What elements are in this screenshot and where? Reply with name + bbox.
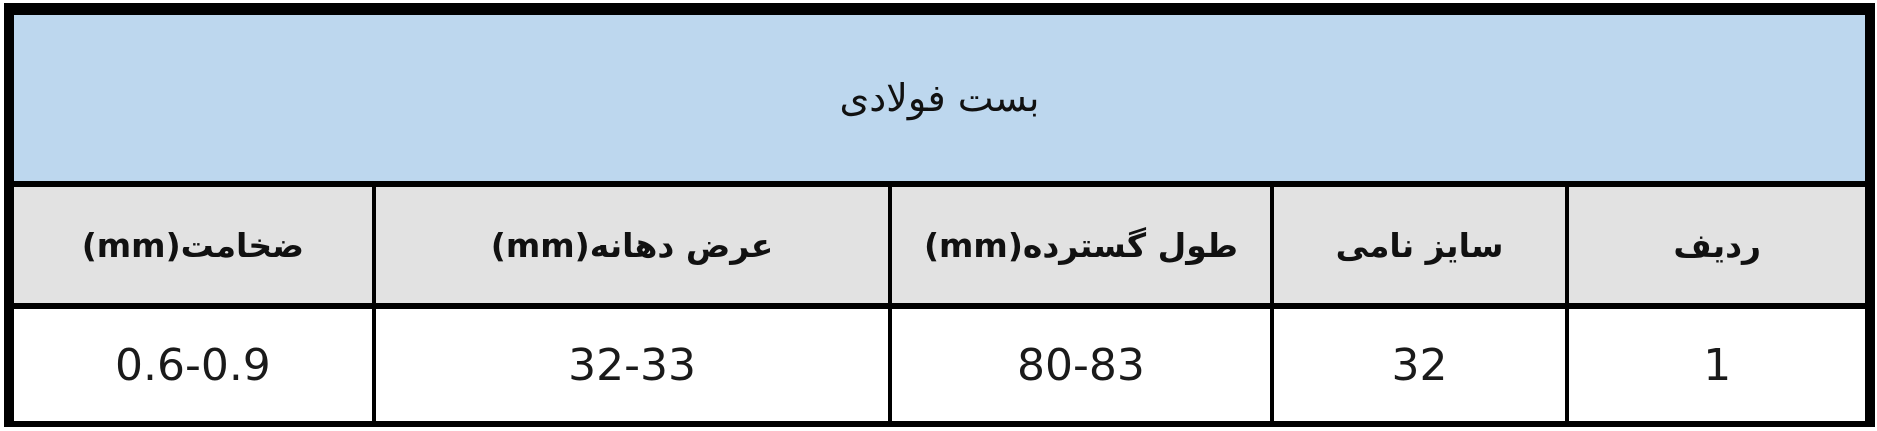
table-header-row: ردیف سایز نامی طول گسترده(mm) عرض دهانه(… xyxy=(10,181,1869,309)
table-title: بست فولادی xyxy=(10,9,1869,187)
column-header-opening-width: عرض دهانه(mm) xyxy=(371,181,893,309)
steel-clamp-spec-table: بست فولادی ردیف سایز نامی طول گسترده(mm)… xyxy=(4,3,1875,427)
table-title-row: بست فولادی xyxy=(10,9,1869,187)
cell-thickness: 0.6-0.9 xyxy=(10,303,376,427)
column-header-extended-length: طول گسترده(mm) xyxy=(888,181,1274,309)
column-header-nominal-size: سایز نامی xyxy=(1269,181,1570,309)
table-data-row: 1 32 80-83 32-33 0.6-0.9 xyxy=(10,303,1869,427)
column-header-row-number: ردیف xyxy=(1565,181,1869,309)
column-header-thickness: ضخامت(mm) xyxy=(10,181,376,309)
cell-nominal-size: 32 xyxy=(1269,303,1570,427)
cell-extended-length: 80-83 xyxy=(888,303,1274,427)
cell-opening-width: 32-33 xyxy=(371,303,893,427)
cell-row-number: 1 xyxy=(1565,303,1869,427)
spec-table: بست فولادی ردیف سایز نامی طول گسترده(mm)… xyxy=(10,9,1869,427)
